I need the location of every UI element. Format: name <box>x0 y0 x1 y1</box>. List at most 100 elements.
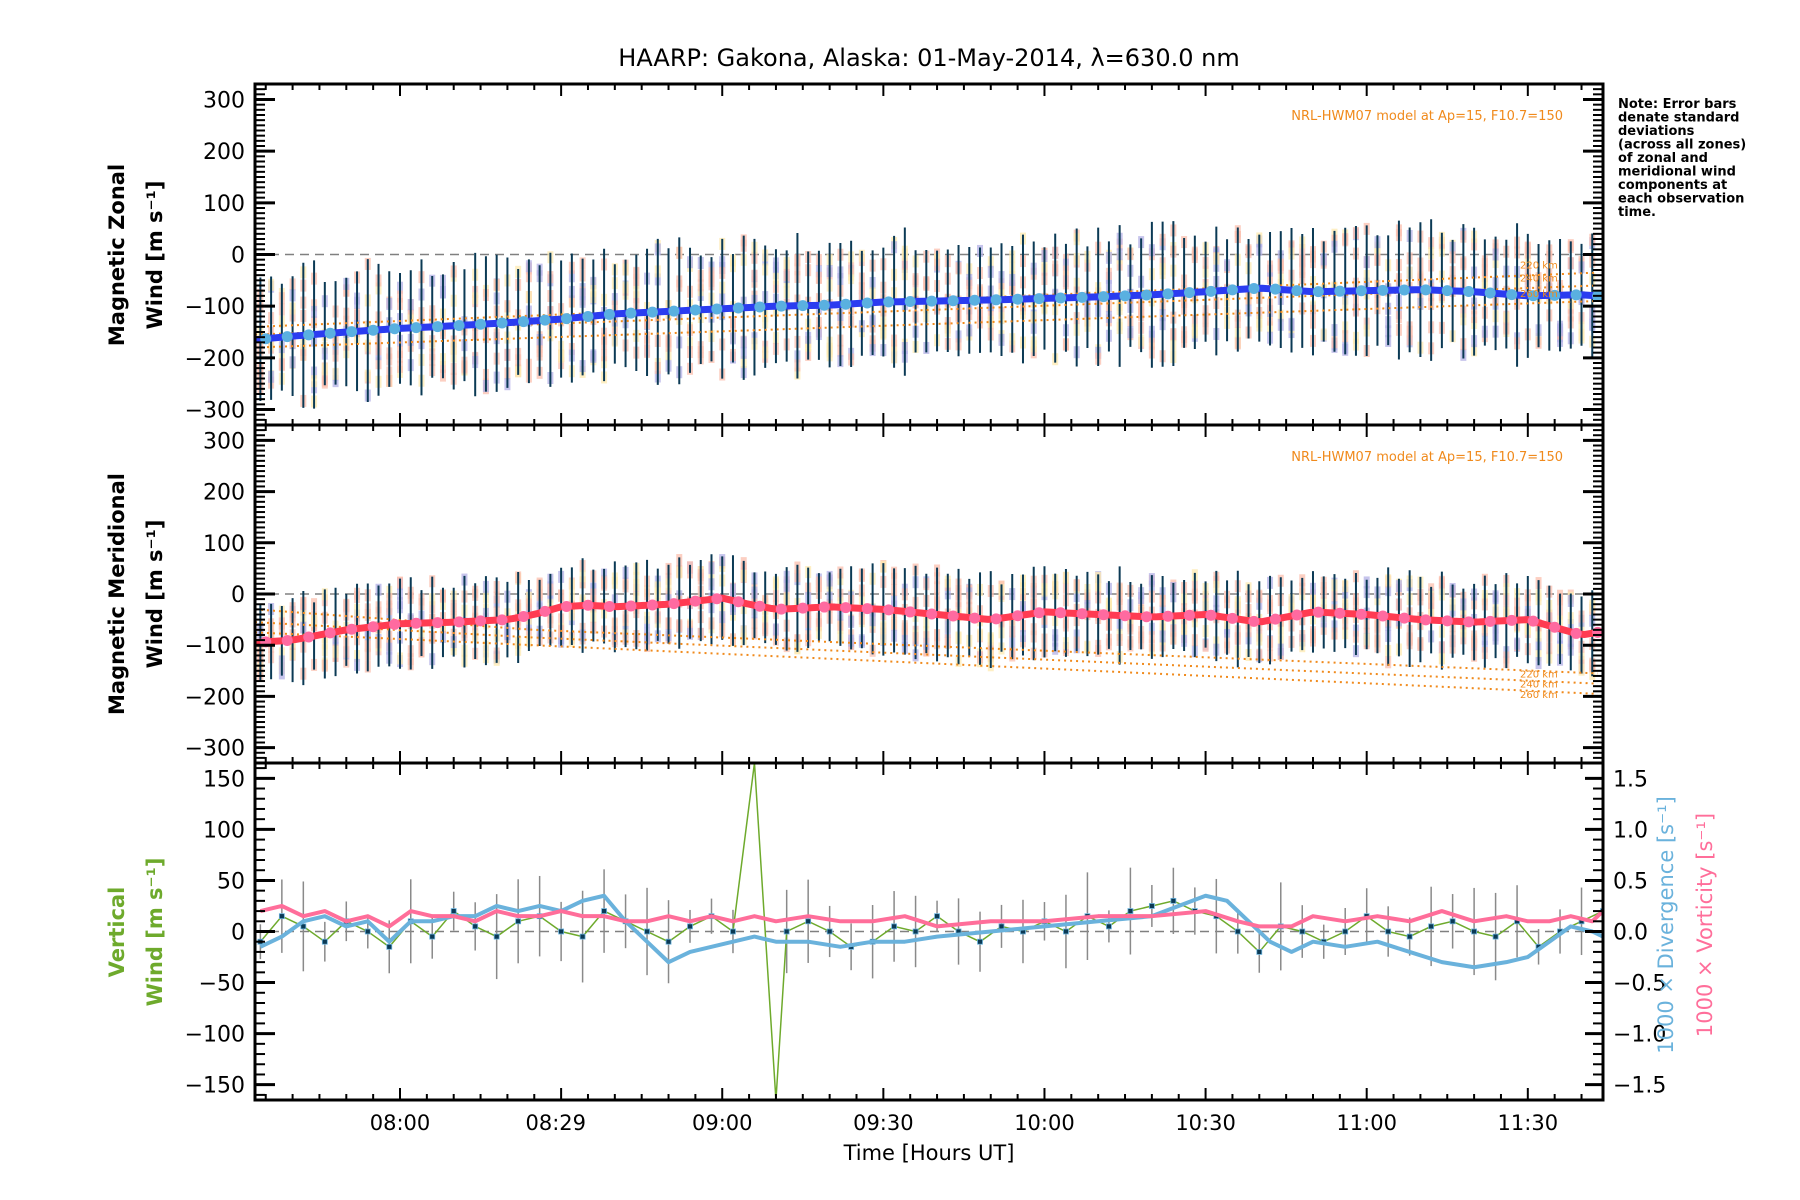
y2-tick-label: 0.5 <box>1613 869 1648 894</box>
mean-wind-marker <box>1312 606 1324 618</box>
mean-wind-marker <box>926 608 938 620</box>
vertical-wind-point <box>1256 949 1263 955</box>
mean-wind-marker <box>1269 613 1281 625</box>
vertical-wind-point <box>891 923 897 930</box>
vertical-wind-point <box>1406 933 1413 940</box>
mean-wind-marker <box>883 604 895 616</box>
y2-tick-label: −1.0 <box>1613 1023 1666 1048</box>
y2-tick-label: 1.5 <box>1613 767 1648 792</box>
mean-wind-marker <box>1549 289 1561 301</box>
y-tick-label: 0 <box>231 921 245 946</box>
note-line: of zonal and <box>1618 151 1708 166</box>
model-line-220-km <box>255 271 1598 328</box>
mean-wind-marker <box>1033 607 1045 619</box>
mean-wind-marker <box>1141 289 1153 301</box>
mean-wind-marker <box>1506 614 1518 626</box>
mean-wind-marker <box>603 600 615 612</box>
mean-wind-marker <box>732 302 744 314</box>
mean-wind-marker <box>432 617 444 629</box>
mean-wind-marker <box>475 615 487 627</box>
altitude-label: 260 km <box>1520 289 1558 300</box>
mean-wind-marker <box>861 603 873 615</box>
mean-wind-marker <box>1484 287 1496 299</box>
vertical-wind-point <box>1342 928 1349 935</box>
mean-wind-marker <box>389 618 401 630</box>
mean-wind-marker <box>1570 627 1582 639</box>
x-tick-label: 09:00 <box>692 1111 753 1135</box>
vertical-wind-point <box>515 918 522 925</box>
x-tick-label: 11:30 <box>1498 1111 1559 1135</box>
mean-wind-marker <box>754 301 766 313</box>
mean-wind-marker <box>775 300 787 312</box>
x-tick-label: 10:30 <box>1175 1111 1236 1135</box>
mean-wind-marker <box>303 329 315 341</box>
model-line-260-km <box>255 631 1598 695</box>
vertical-wind-point <box>826 928 833 935</box>
mean-wind-marker <box>1162 288 1174 300</box>
vertical-wind-point <box>321 938 328 945</box>
zonal-panel: NRL-HWM07 model at Ap=15, F10.7=150 220 k… <box>185 82 1605 427</box>
vorticity-line <box>259 903 1603 929</box>
y-tick-label: 100 <box>203 532 245 557</box>
mean-wind-marker <box>646 599 658 611</box>
y-tick-label: −200 <box>185 347 245 372</box>
mean-wind-marker <box>1205 285 1217 297</box>
vertical-wind-point <box>730 928 736 935</box>
mean-wind-marker <box>711 303 723 315</box>
y-tick-label: −100 <box>185 634 245 659</box>
altitude-label: 260 km <box>1520 690 1558 701</box>
mean-wind-marker <box>1291 609 1303 621</box>
vertical-wind-point <box>805 918 812 925</box>
mean-wind-marker <box>883 296 895 308</box>
mean-wind-marker <box>668 305 680 317</box>
mean-wind-marker <box>389 323 401 335</box>
vertical-wind-point <box>1106 923 1112 930</box>
mean-wind-marker <box>1527 290 1539 302</box>
mean-wind-marker <box>1226 612 1238 624</box>
mean-wind-marker <box>410 322 422 334</box>
mean-wind-marker <box>324 327 336 339</box>
mean-wind-marker <box>711 593 723 605</box>
model-line-240-km <box>255 621 1598 685</box>
note-line: deviations <box>1618 124 1695 139</box>
y2-tick-label: 0.0 <box>1613 921 1648 946</box>
y-tick-label: −100 <box>185 1023 245 1048</box>
mean-wind-marker <box>646 306 658 318</box>
model-line-220-km <box>255 608 1598 675</box>
y2-tick-label: 1.0 <box>1613 818 1648 843</box>
x-tick-label: 11:00 <box>1336 1111 1397 1135</box>
mean-wind-marker <box>1012 610 1024 622</box>
vertical-wind-point <box>558 928 565 935</box>
plot-area <box>255 763 1603 1100</box>
mean-wind-marker <box>926 295 938 307</box>
vertical-wind-point <box>1063 928 1069 935</box>
y-tick-label: −300 <box>185 737 245 762</box>
mean-wind-marker <box>754 600 766 612</box>
plot-area <box>255 554 1603 695</box>
mean-wind-marker <box>1334 607 1346 619</box>
note-line: (across all zones) <box>1618 138 1746 153</box>
x-tick-label: 10:00 <box>1014 1111 1075 1135</box>
mean-wind-marker <box>1441 615 1453 627</box>
vertical-wind-point <box>364 928 371 935</box>
vertical-wind-point <box>1385 928 1392 935</box>
mean-wind-marker <box>797 300 809 312</box>
y-axis-label-zonal-1: Magnetic Zonal <box>105 164 129 346</box>
vertical-wind-point <box>1299 928 1306 935</box>
mean-wind-marker <box>732 596 744 608</box>
mean-wind-marker <box>625 600 637 612</box>
model-label: NRL-HWM07 model at Ap=15, F10.7=150 <box>1291 450 1563 465</box>
y-axis-label-meridional-1: Magnetic Meridional <box>105 473 129 715</box>
mean-wind-marker <box>518 611 530 623</box>
vertical-wind-point <box>493 933 500 940</box>
mean-wind-marker <box>1441 285 1453 297</box>
y-axis-label-zonal-2: Wind [m s⁻¹] <box>143 181 167 330</box>
x-tick-label: 09:30 <box>853 1111 914 1135</box>
y2-axis-label-divergence: 1000 × Divergence [s⁻¹] <box>1654 796 1678 1054</box>
y-tick-label: 0 <box>231 244 245 269</box>
mean-wind-marker <box>1377 610 1389 622</box>
mean-wind-marker <box>281 634 293 646</box>
vertical-panel: 1.5 1.0 0.5 0.0 −0.5 −1.0 −1.5 08:00 08:29 09:00 0… <box>185 761 1666 1135</box>
mean-wind-marker <box>904 606 916 618</box>
